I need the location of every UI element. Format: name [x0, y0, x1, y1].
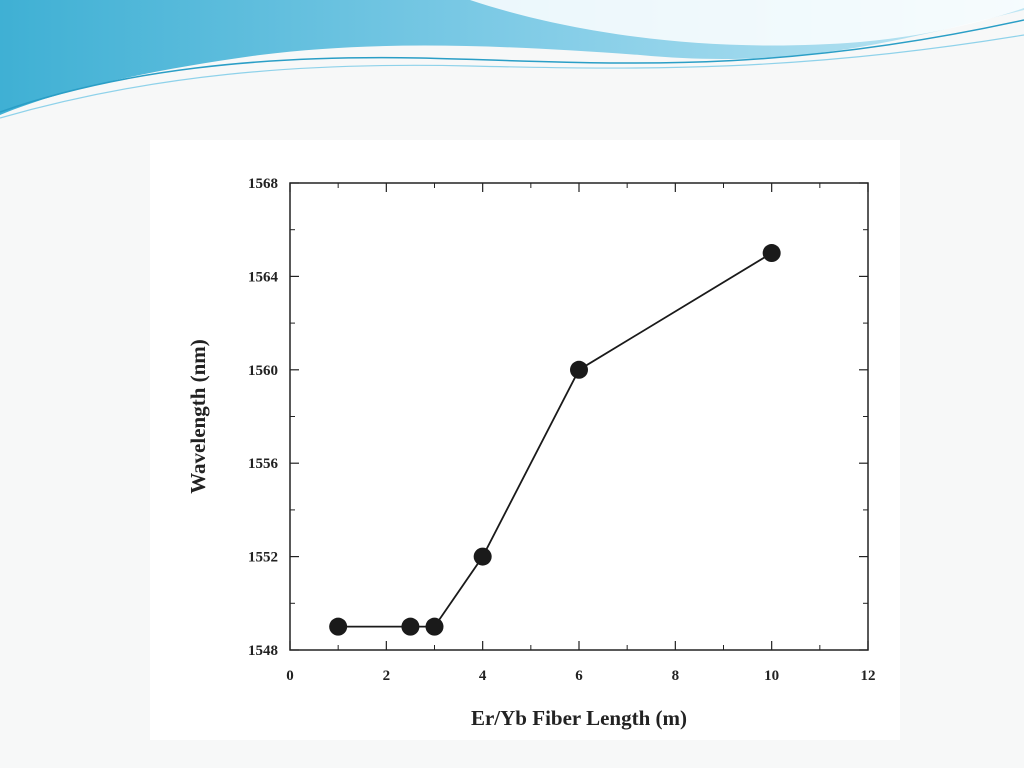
- data-point: [401, 617, 420, 636]
- chart-axes: [289, 182, 869, 651]
- y-tick-label: 1548: [248, 643, 278, 659]
- x-tick-label: 12: [861, 668, 876, 684]
- x-tick-label: 6: [575, 668, 583, 684]
- x-tick-label: 10: [764, 668, 779, 684]
- banner-wave-line-2: [0, 34, 1024, 119]
- y-tick-label: 1568: [248, 176, 278, 192]
- data-point: [762, 244, 781, 263]
- x-tick-label: 4: [479, 668, 487, 684]
- data-point: [570, 360, 588, 379]
- chart-ticks: 0 2 4 6 8 10 12 1548 1552 1556 1560 1564 1568: [248, 176, 876, 684]
- plot-frame: [289, 182, 869, 651]
- banner-wave-line-1: [0, 19, 1024, 113]
- data-point: [473, 547, 492, 566]
- chart: 0 2 4 6 8 10 12 1548 1552 1556 1560 1564 1568 Er/Yb …: [186, 176, 876, 730]
- banner-white-swoosh: [470, 0, 1024, 46]
- data-point: [329, 617, 348, 636]
- y-tick-label: 1552: [248, 550, 278, 566]
- x-tick-label: 2: [383, 668, 391, 684]
- header-wave-banner: [0, 0, 1024, 119]
- series-line: [338, 252, 773, 628]
- x-tick-label: 0: [286, 668, 294, 684]
- x-tick-label: 8: [672, 668, 680, 684]
- x-axis-title: Er/Yb Fiber Length (m): [471, 706, 687, 730]
- y-axis-title: Wavelength (nm): [186, 339, 210, 494]
- chart-panel: 0 2 4 6 8 10 12 1548 1552 1556 1560 1564 1568 Er/Yb …: [150, 140, 900, 740]
- y-tick-label: 1560: [248, 363, 278, 379]
- chart-series: [329, 244, 781, 636]
- y-tick-label: 1556: [248, 456, 279, 472]
- data-point: [425, 617, 444, 636]
- y-tick-label: 1564: [248, 269, 279, 285]
